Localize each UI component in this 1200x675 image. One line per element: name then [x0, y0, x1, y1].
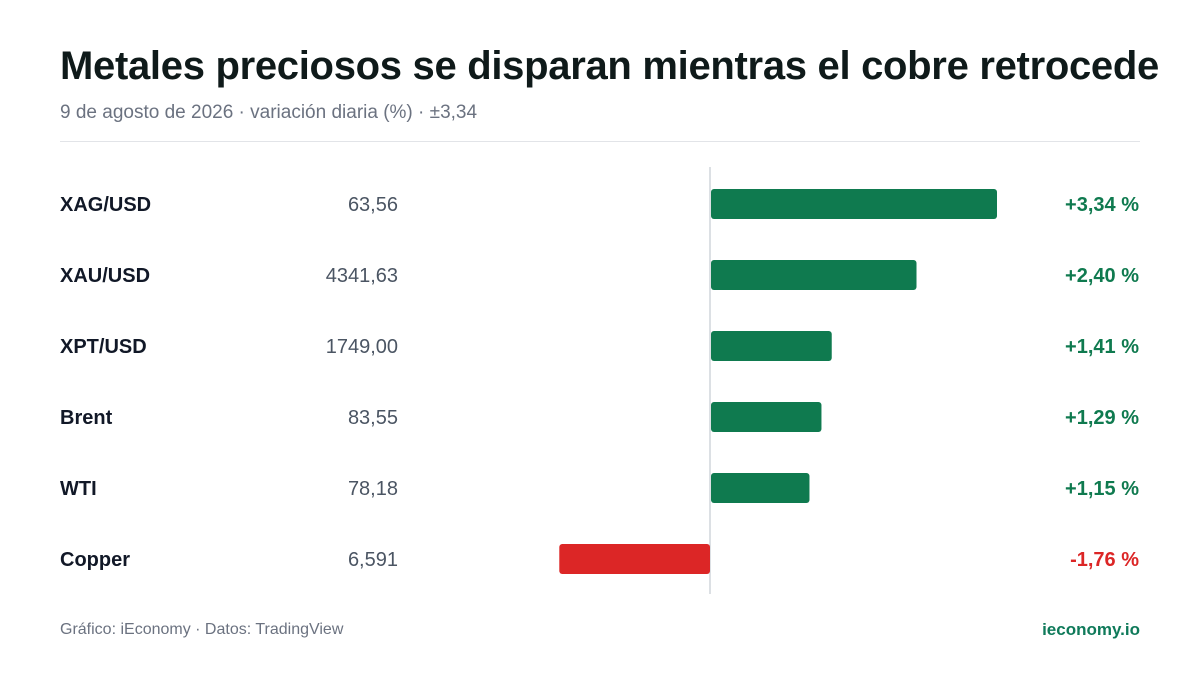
bar-xau-usd — [711, 260, 917, 290]
footer-credit: Gráfico: iEconomy · Datos: TradingView — [60, 621, 344, 638]
row-name-label: WTI — [60, 478, 97, 500]
row-change-label: +3,34 % — [1065, 194, 1139, 216]
chart-subtitle: 9 de agosto de 2026 · variación diaria (… — [60, 102, 478, 123]
row-change-label: -1,76 % — [1070, 549, 1139, 571]
footer-brand-link[interactable]: ieconomy.io — [1042, 620, 1140, 639]
row-price-label: 78,18 — [348, 478, 398, 500]
bar-wti — [711, 473, 810, 503]
row-change-label: +1,15 % — [1065, 478, 1139, 500]
row-name-label: XAU/USD — [60, 265, 150, 287]
header-divider — [60, 141, 1140, 142]
bar-brent — [711, 402, 822, 432]
row-name-label: Copper — [60, 549, 130, 571]
row-price-label: 4341,63 — [326, 265, 398, 287]
row-change-label: +2,40 % — [1065, 265, 1139, 287]
row-name-label: XAG/USD — [60, 194, 151, 216]
bar-copper — [559, 544, 710, 574]
row-change-label: +1,29 % — [1065, 407, 1139, 429]
bar-xag-usd — [711, 189, 997, 219]
bar-xpt-usd — [711, 331, 832, 361]
row-price-label: 83,55 — [348, 407, 398, 429]
row-price-label: 1749,00 — [326, 336, 398, 358]
row-name-label: XPT/USD — [60, 336, 147, 358]
row-change-label: +1,41 % — [1065, 336, 1139, 358]
row-price-label: 63,56 — [348, 194, 398, 216]
row-price-label: 6,591 — [348, 549, 398, 571]
chart-title: Metales preciosos se disparan mientras e… — [60, 44, 1159, 88]
row-name-label: Brent — [60, 407, 113, 429]
